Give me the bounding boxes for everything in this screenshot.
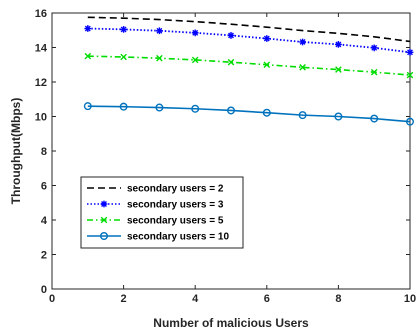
data-point bbox=[226, 106, 235, 115]
data-point bbox=[119, 102, 128, 111]
series-4 bbox=[83, 102, 415, 126]
data-point bbox=[191, 104, 200, 113]
legend-label: secondary users = 2 bbox=[127, 184, 224, 195]
legend-marker bbox=[100, 200, 108, 208]
data-point bbox=[191, 29, 199, 37]
data-point bbox=[370, 114, 379, 123]
y-tick-label: 8 bbox=[41, 146, 47, 158]
data-point bbox=[299, 64, 306, 71]
data-point bbox=[262, 108, 271, 117]
data-point bbox=[156, 54, 163, 62]
series-1 bbox=[87, 16, 411, 43]
data-point bbox=[298, 111, 307, 120]
series-line bbox=[87, 16, 411, 43]
data-point bbox=[299, 38, 306, 46]
data-point bbox=[227, 32, 235, 39]
x-tick-label: 0 bbox=[49, 293, 55, 305]
data-point bbox=[263, 61, 271, 69]
legend-marker bbox=[100, 216, 108, 224]
legend-marker bbox=[99, 231, 108, 240]
data-point bbox=[120, 53, 127, 61]
y-tick-label: 10 bbox=[35, 112, 47, 124]
x-axis-label: Number of malicious Users bbox=[153, 316, 309, 330]
legend-label: secondary users = 5 bbox=[127, 216, 224, 227]
data-point bbox=[84, 25, 92, 32]
data-point bbox=[370, 44, 378, 52]
series-3 bbox=[84, 52, 414, 79]
data-point bbox=[370, 68, 378, 76]
data-point bbox=[335, 66, 342, 73]
data-point bbox=[120, 25, 127, 33]
y-axis-label: Throughput(Mbps) bbox=[9, 98, 23, 205]
series-line bbox=[87, 27, 411, 54]
y-tick-label: 14 bbox=[35, 43, 48, 55]
legend-label: secondary users = 3 bbox=[127, 200, 224, 211]
data-point bbox=[227, 58, 235, 66]
y-tick-label: 12 bbox=[35, 77, 47, 89]
data-point bbox=[83, 102, 92, 111]
data-point bbox=[191, 56, 199, 64]
x-tick-label: 6 bbox=[264, 293, 270, 305]
y-tick-label: 16 bbox=[35, 8, 47, 20]
x-tick-label: 4 bbox=[192, 293, 199, 305]
data-point bbox=[406, 71, 414, 79]
series-line bbox=[87, 105, 411, 123]
legend-label: secondary users = 10 bbox=[127, 232, 229, 243]
x-tick-label: 8 bbox=[335, 293, 341, 305]
data-point bbox=[156, 27, 163, 35]
data-point bbox=[263, 35, 271, 42]
data-point bbox=[406, 117, 415, 126]
data-point bbox=[84, 52, 92, 60]
y-tick-label: 0 bbox=[41, 284, 47, 296]
y-tick-label: 6 bbox=[41, 181, 47, 193]
data-point bbox=[155, 103, 164, 112]
x-tick-label: 2 bbox=[121, 293, 127, 305]
data-point bbox=[406, 48, 414, 56]
series-2 bbox=[84, 25, 414, 56]
data-point bbox=[335, 40, 342, 48]
x-tick-label: 10 bbox=[404, 293, 416, 305]
y-tick-label: 2 bbox=[41, 250, 47, 262]
series-group bbox=[83, 16, 415, 126]
axis-ticks: 0 2 4 6 8 10 0 2 4 6 8 10 12 14 16 bbox=[35, 8, 416, 305]
data-point bbox=[334, 112, 343, 121]
legend: secondary users = 2 secondary users = 3 se… bbox=[80, 176, 244, 249]
y-tick-label: 4 bbox=[41, 215, 48, 227]
